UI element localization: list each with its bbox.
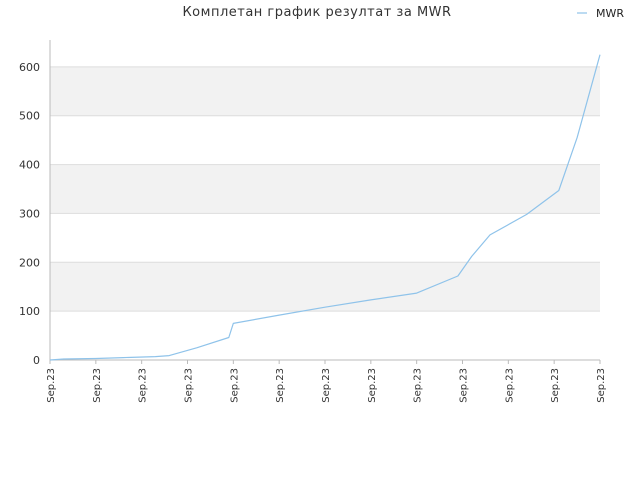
plot-band	[50, 262, 600, 312]
y-tick-label: 400	[19, 159, 40, 172]
y-tick-labels: 0 100 200 300 400 500 600	[19, 61, 40, 367]
y-tick-label: 0	[33, 354, 40, 367]
x-tick-label: Sep.23	[367, 368, 378, 403]
x-tick-label: Sep.23	[321, 368, 332, 403]
y-tick-label: 500	[19, 110, 40, 123]
plot-band	[50, 66, 600, 116]
y-tick-label: 100	[19, 305, 40, 318]
plot-bands	[50, 66, 600, 312]
legend: MWR	[577, 7, 624, 20]
x-tick-label: Sep.23	[413, 368, 424, 403]
x-tick-label: Sep.23	[596, 368, 607, 403]
y-tick-label: 300	[19, 207, 40, 220]
x-tick-label: Sep.23	[92, 368, 103, 403]
plot-band	[50, 164, 600, 214]
x-tick-label: Sep.23	[459, 368, 470, 403]
x-tick-label: Sep.23	[275, 368, 286, 403]
y-tick-label: 200	[19, 256, 40, 269]
x-tick-label: Sep.23	[550, 368, 561, 403]
series-lines	[49, 54, 601, 361]
x-tick-label: Sep.23	[504, 368, 515, 403]
y-tick-label: 600	[19, 61, 40, 74]
grid-lines	[50, 66, 600, 312]
x-tick-labels: Sep.23 Sep.23 Sep.23 Sep.23 Sep.23 Sep.23 Sep.…	[46, 360, 607, 403]
x-tick-label: Sep.23	[138, 368, 149, 403]
x-tick-label: Sep.23	[184, 368, 195, 403]
x-tick-label: Sep.23	[229, 368, 240, 403]
x-tick-label: Sep.23	[46, 368, 57, 403]
legend-label-mwr: MWR	[596, 7, 624, 20]
series-line-mwr	[49, 54, 601, 361]
chart-title: Комплетан график резултат за MWR	[182, 5, 451, 20]
